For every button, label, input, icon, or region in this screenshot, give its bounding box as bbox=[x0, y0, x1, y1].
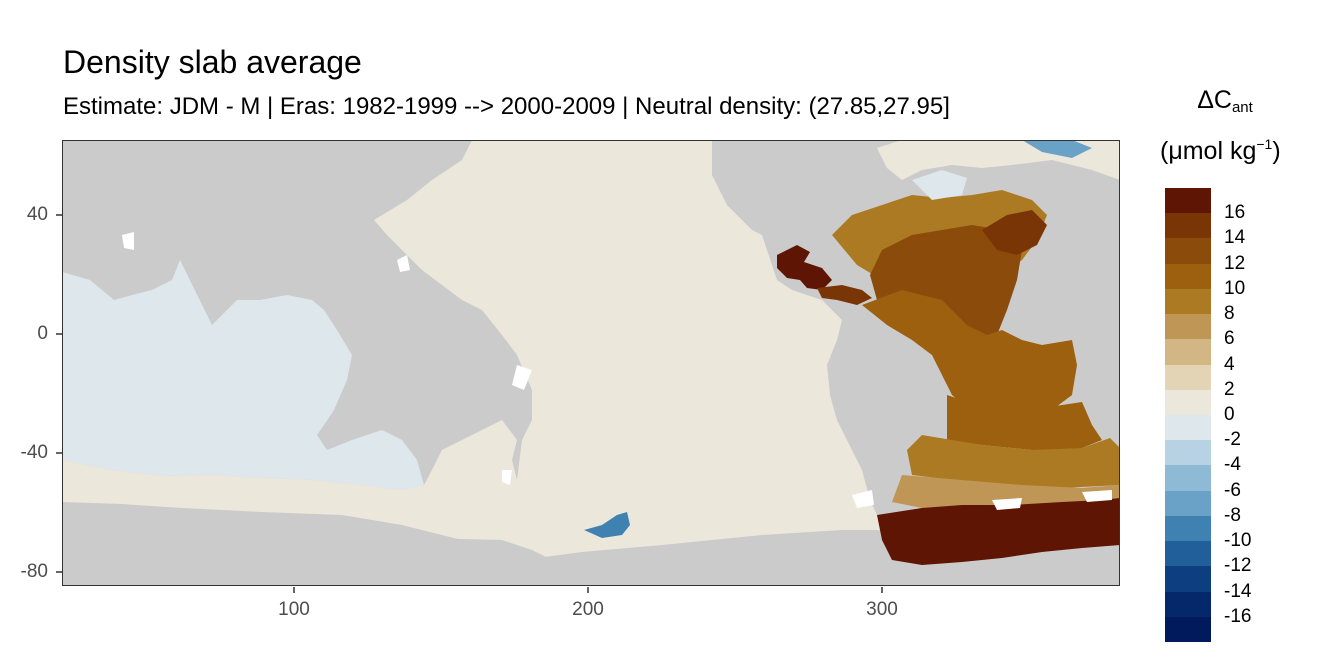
y-tick-label-40: 40 bbox=[26, 204, 48, 225]
nodata-gap bbox=[852, 490, 874, 508]
colorbar-swatch bbox=[1165, 616, 1211, 642]
nodata-gap bbox=[397, 255, 410, 272]
nodata-gap bbox=[502, 470, 512, 485]
colorbar-label: 10 bbox=[1224, 277, 1246, 299]
colorbar-label: -12 bbox=[1224, 555, 1252, 577]
colorbar-swatch bbox=[1165, 364, 1211, 390]
colorbar-label: 8 bbox=[1224, 303, 1235, 325]
ross-sea-patch bbox=[584, 512, 630, 538]
caribbean bbox=[817, 285, 872, 305]
gulf-of-mexico bbox=[777, 245, 832, 290]
nordic-patch bbox=[1022, 140, 1092, 158]
legend-unit: (μmol kg−1) bbox=[1160, 136, 1320, 166]
colorbar-label: 6 bbox=[1224, 328, 1235, 350]
legend-unit-end: ) bbox=[1272, 137, 1281, 165]
colorbar-swatch bbox=[1165, 263, 1211, 289]
legend-title-symbol: ΔC bbox=[1197, 86, 1232, 114]
antarctica bbox=[62, 530, 1120, 586]
colorbar-swatch bbox=[1165, 288, 1211, 315]
colorbar-swatch bbox=[1165, 541, 1211, 567]
colorbar-swatch bbox=[1165, 440, 1211, 466]
colorbar-label: -6 bbox=[1224, 479, 1241, 501]
nodata-gap bbox=[512, 365, 532, 390]
colorbar-label: 2 bbox=[1224, 378, 1235, 400]
colorbar-swatch bbox=[1165, 566, 1211, 592]
panel-border bbox=[62, 140, 1120, 586]
colorbar-swatch bbox=[1165, 465, 1211, 491]
colorbar-swatch bbox=[1165, 188, 1211, 214]
colorbar-swatch bbox=[1165, 213, 1211, 239]
colorbar-label: -2 bbox=[1224, 429, 1241, 451]
legend-unit-superscript: −1 bbox=[1256, 136, 1273, 152]
plot-subtitle: Estimate: JDM - M | Eras: 1982-1999 --> … bbox=[63, 93, 950, 120]
legend-title-subscript: ant bbox=[1231, 99, 1253, 116]
labrador-light bbox=[912, 170, 967, 200]
colorbar-swatch bbox=[1165, 238, 1211, 264]
legend-title: ΔCant bbox=[1160, 86, 1290, 116]
y-tick-label-neg80: -80 bbox=[20, 561, 48, 582]
colorbar-label: -14 bbox=[1224, 580, 1252, 602]
map-panel bbox=[62, 140, 1120, 586]
nodata-gap bbox=[122, 232, 134, 250]
y-tick-label-neg40: -40 bbox=[20, 442, 48, 463]
colorbar-swatch bbox=[1165, 389, 1211, 415]
nodata-gap bbox=[1082, 490, 1112, 502]
colorbar-label: 0 bbox=[1224, 404, 1235, 425]
colorbar-label: -16 bbox=[1224, 605, 1252, 627]
x-tick-label-100: 100 bbox=[278, 599, 310, 620]
subpolar-maxima bbox=[982, 210, 1047, 255]
indian-ocean bbox=[62, 260, 424, 490]
south-atlantic-north bbox=[947, 395, 1102, 450]
pacific-ocean bbox=[62, 140, 1120, 560]
plot-title: Density slab average bbox=[63, 44, 362, 80]
colorbar-label: 12 bbox=[1224, 252, 1246, 274]
south-atlantic-mid bbox=[907, 435, 1120, 488]
colorbar-label: 14 bbox=[1224, 227, 1246, 249]
colorbar-swatch bbox=[1165, 339, 1211, 365]
colorbar-swatch bbox=[1165, 314, 1211, 340]
map-canvas bbox=[62, 140, 1120, 586]
colorbar-swatch bbox=[1165, 515, 1211, 542]
x-tick-label-300: 300 bbox=[866, 599, 898, 620]
y-tick-label-0: 0 bbox=[37, 323, 48, 344]
colorbar-label: 16 bbox=[1224, 202, 1246, 224]
colorbar-label: -8 bbox=[1224, 504, 1241, 526]
colorbar-label: 4 bbox=[1224, 353, 1235, 375]
legend-unit-main: (μmol kg bbox=[1160, 137, 1257, 165]
x-tick-label-200: 200 bbox=[572, 599, 604, 620]
colorbar-label: -4 bbox=[1224, 454, 1241, 476]
colorbar bbox=[1165, 188, 1211, 642]
colorbar-swatch bbox=[1165, 591, 1211, 617]
nodata-gap bbox=[992, 498, 1022, 510]
tropical-atlantic bbox=[862, 290, 1077, 415]
colorbar-label: -10 bbox=[1224, 530, 1252, 552]
colorbar-swatch bbox=[1165, 490, 1211, 516]
weddell-sea bbox=[877, 498, 1120, 565]
colorbar-swatch bbox=[1165, 414, 1211, 441]
